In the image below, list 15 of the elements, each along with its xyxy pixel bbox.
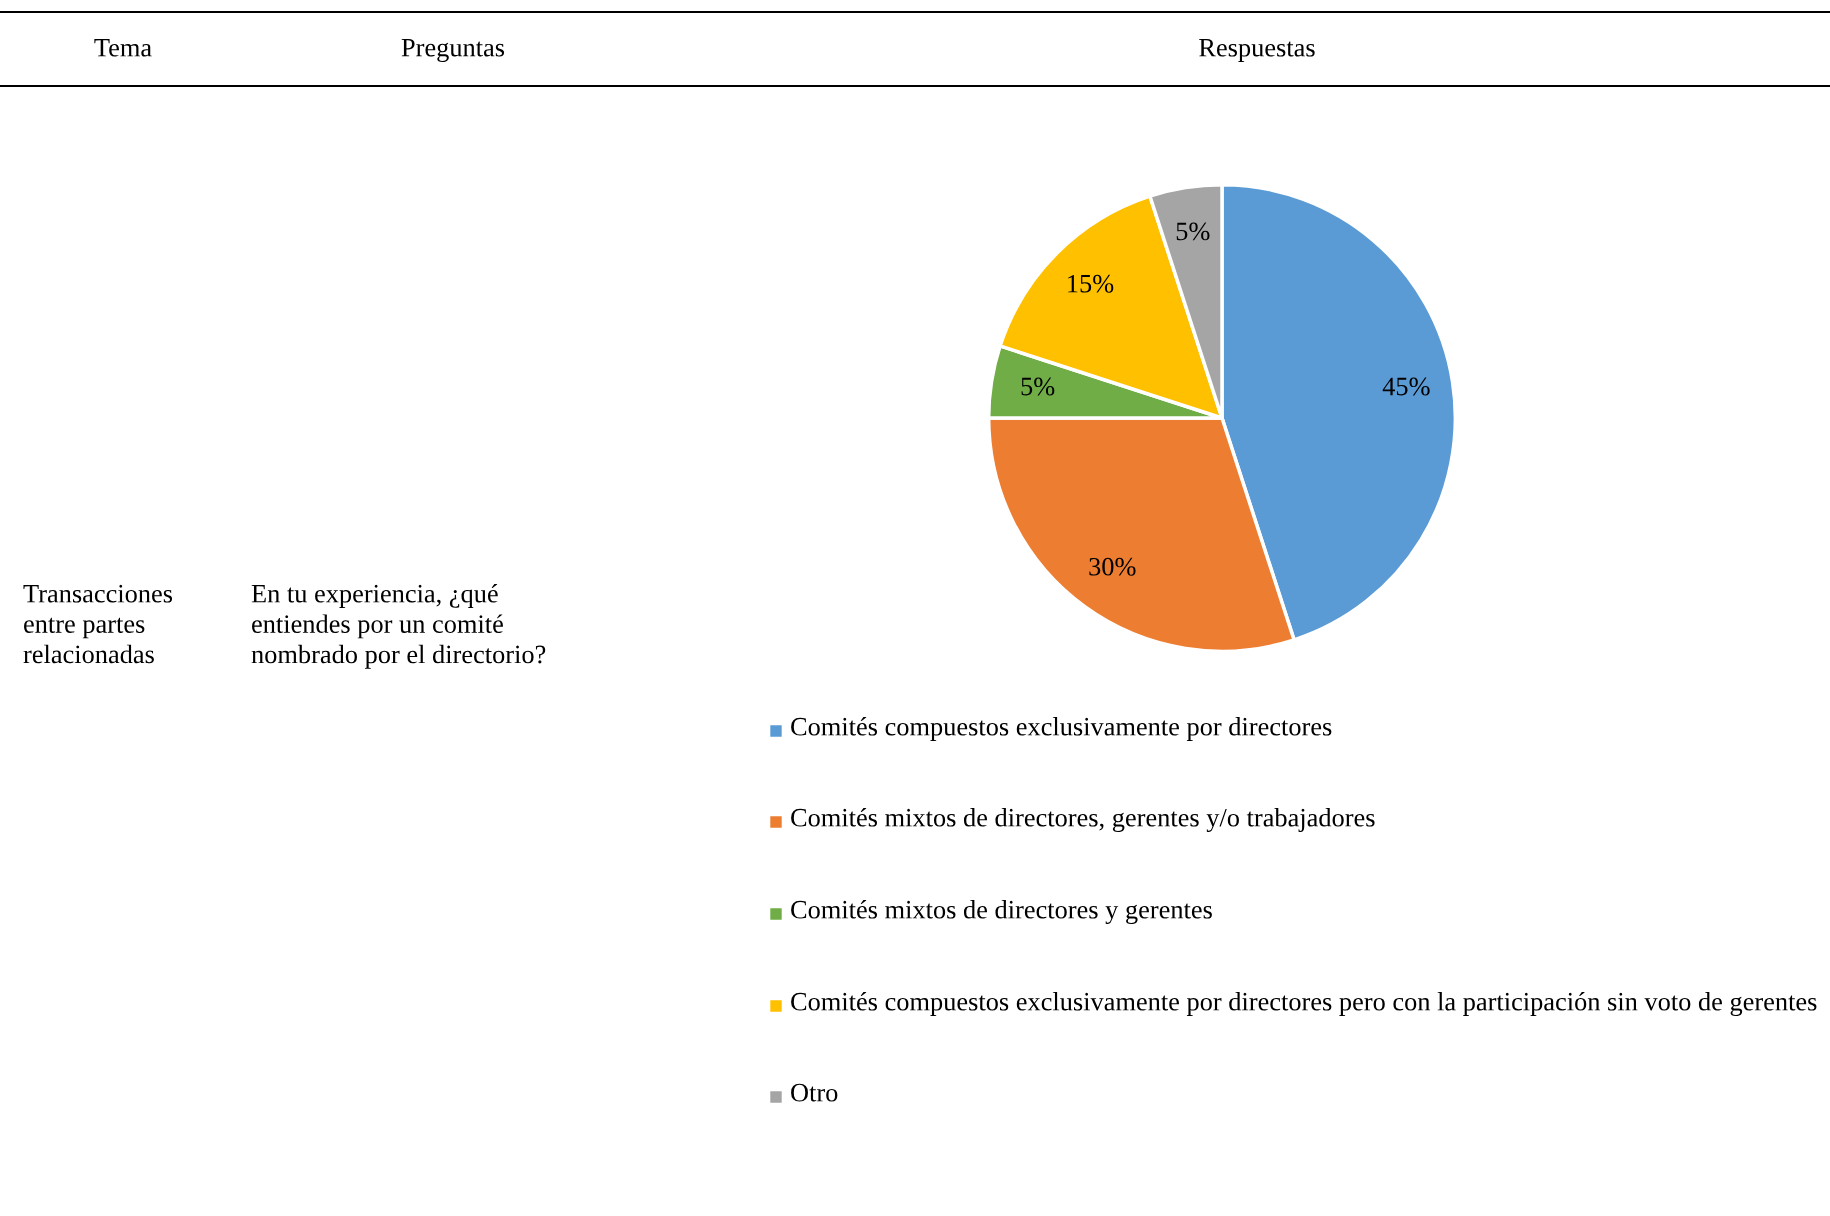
data-label: 5% <box>1176 222 1210 241</box>
text: Respuestas <box>1199 39 1315 62</box>
data-label: 45% <box>1382 377 1430 396</box>
legend-label: Otro <box>791 1083 838 1102</box>
data-label: 15% <box>1068 274 1114 293</box>
data-label: 30% <box>1089 557 1136 576</box>
text: En tu experiencia, ¿qué entiendes por un comité nombrado por el directorio? <box>251 584 546 669</box>
legend-label: Comités compuestos exclusivamente por directores pero con la participación sin voto de gerentes <box>791 992 1817 1017</box>
legend-label: Comités compuestos exclusivamente por directores <box>791 717 1332 741</box>
legend-label: Comités mixtos de directores, gerentes y/o trabajadores <box>791 808 1375 833</box>
legend-label: Comités mixtos de directores y gerentes <box>791 900 1212 925</box>
data-label: 5% <box>1021 377 1055 396</box>
text: Tema <box>94 39 152 57</box>
text: Transacciones entre partes relacionadas <box>23 584 173 664</box>
text: Preguntas <box>401 38 505 62</box>
